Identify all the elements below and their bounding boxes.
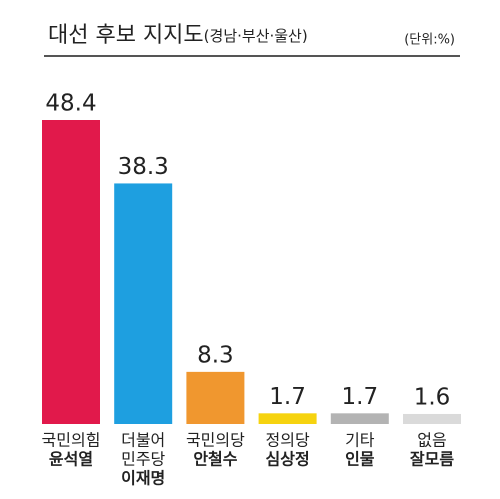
bar — [258, 413, 317, 424]
category-label: 심상정 — [266, 450, 310, 469]
category-label: 없음 — [417, 431, 446, 450]
category-label: 국민의힘 — [42, 431, 101, 450]
subtitle: (경남·부산·울산) — [204, 27, 308, 45]
bar — [403, 413, 461, 424]
category-label: 잘모름 — [410, 450, 454, 469]
category-label: 국민의당 — [186, 431, 245, 450]
bar — [186, 371, 245, 424]
chart-title: 대선 후보 지지도(경남·부산·울산) — [48, 23, 308, 48]
value-label: 1.7 — [342, 384, 379, 410]
value-label: 8.3 — [197, 342, 234, 368]
category-label: 안철수 — [193, 450, 237, 469]
value-label: 38.3 — [118, 154, 169, 180]
category-label: 정의당 — [266, 431, 310, 450]
value-label: 1.6 — [414, 384, 451, 410]
bar — [114, 183, 173, 424]
category-label: 이재명 — [121, 469, 165, 488]
bar — [330, 413, 389, 424]
bar — [42, 120, 100, 424]
unit-label: (단위:%) — [404, 33, 455, 48]
title: 대선 후보 지지도 — [48, 23, 204, 48]
category-label: 기타 — [345, 431, 375, 450]
category-label: 더불어 — [121, 431, 165, 450]
category-label: 윤석열 — [49, 450, 93, 469]
category-label: 인물 — [345, 450, 375, 469]
category-label: 민주당 — [121, 450, 165, 469]
value-label: 1.7 — [269, 384, 306, 410]
value-label: 48.4 — [45, 91, 96, 117]
